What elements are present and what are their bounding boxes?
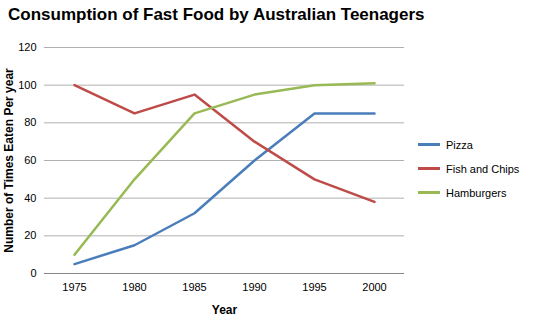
svg-text:40: 40 xyxy=(24,192,36,204)
svg-text:1990: 1990 xyxy=(242,281,266,293)
svg-text:Number of Times Eaten Per year: Number of Times Eaten Per year xyxy=(2,68,16,253)
svg-text:1985: 1985 xyxy=(182,281,206,293)
html-text:Fish and Chips: Fish and Chips xyxy=(446,162,520,175)
html-text:Hamburgers: Hamburgers xyxy=(446,186,507,199)
svg-text:100: 100 xyxy=(18,79,36,91)
html-text:Pizza: Pizza xyxy=(446,138,473,151)
html-text:Consumption of Fast Food by Au: Consumption of Fast Food by Australian T… xyxy=(8,5,425,24)
svg-text:0: 0 xyxy=(30,267,36,279)
svg-text:1975: 1975 xyxy=(62,281,86,293)
svg-text:1980: 1980 xyxy=(122,281,146,293)
svg-text:120: 120 xyxy=(18,41,36,53)
svg-text:20: 20 xyxy=(24,229,36,241)
svg-text:1995: 1995 xyxy=(302,281,326,293)
svg-text:60: 60 xyxy=(24,154,36,166)
svg-text:80: 80 xyxy=(24,116,36,128)
svg-text:Year: Year xyxy=(212,303,238,317)
svg-text:2000: 2000 xyxy=(362,281,386,293)
